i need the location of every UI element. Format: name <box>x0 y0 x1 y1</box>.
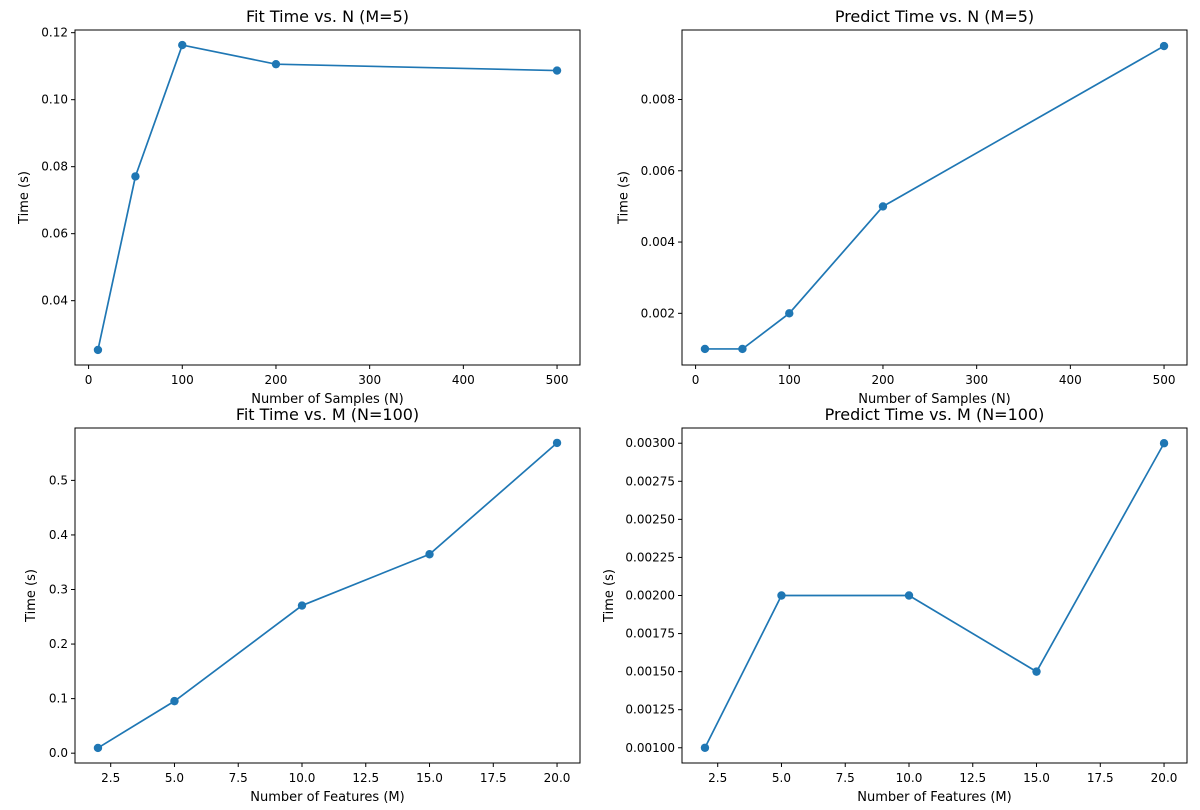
y-tick-label: 0.1 <box>49 692 68 706</box>
y-tick-label: 0.002 <box>641 306 675 320</box>
y-tick-label: 0.2 <box>49 637 68 651</box>
x-tick-label: 200 <box>872 373 895 387</box>
data-point <box>700 743 710 752</box>
x-tick-label: 10.0 <box>896 771 923 785</box>
y-tick-label: 0.3 <box>49 582 68 596</box>
y-tick-label: 0.00200 <box>625 589 675 603</box>
x-tick-label: 500 <box>1153 373 1176 387</box>
x-tick-label: 17.5 <box>1087 771 1114 785</box>
data-point <box>178 40 187 50</box>
x-tick-label: 5.0 <box>772 771 791 785</box>
data-point <box>1159 41 1169 51</box>
y-tick-label: 0.5 <box>49 473 68 487</box>
x-tick-label: 100 <box>778 373 801 387</box>
x-tick-label: 17.5 <box>480 771 507 785</box>
x-tick-label: 500 <box>546 373 569 387</box>
x-tick-label: 10.0 <box>289 771 316 785</box>
x-tick-label: 5.0 <box>165 771 184 785</box>
y-axis-label: Time (s) <box>17 171 32 225</box>
chart-title: Predict Time vs. N (M=5) <box>835 7 1034 26</box>
fit-time-vs-m-chart: Fit Time vs. M (N=100) 2.5 5.0 7.5 10.0 12.5 1… <box>24 405 581 805</box>
x-tick-label: 7.5 <box>229 771 248 785</box>
y-tick-label: 0.00225 <box>625 550 675 564</box>
x-tick-label: 2.5 <box>708 771 727 785</box>
x-axis-label: Number of Features (M) <box>250 790 404 805</box>
y-tick-label: 0.12 <box>41 26 68 40</box>
predict-time-vs-n-chart: Predict Time vs. N (M=5) 0 100 200 300 400 500… <box>617 7 1188 407</box>
y-axis-label: Time (s) <box>617 171 632 225</box>
y-tick-label: 0.10 <box>41 93 68 107</box>
x-tick-label: 0 <box>85 373 93 387</box>
data-point <box>93 345 103 355</box>
x-tick-label: 12.5 <box>352 771 379 785</box>
data-point <box>93 743 103 753</box>
y-tick-label: 0.00100 <box>625 741 675 755</box>
x-axis-label: Number of Features (M) <box>857 790 1011 805</box>
chart-title: Fit Time vs. M (N=100) <box>236 405 419 424</box>
x-tick-label: 2.5 <box>101 771 120 785</box>
data-point <box>170 696 179 706</box>
series-line <box>97 442 558 749</box>
y-axis-label: Time (s) <box>602 569 617 623</box>
y-tick-label: 0.00275 <box>625 474 675 488</box>
data-point <box>738 344 747 354</box>
y-tick-label: 0.0 <box>49 746 68 760</box>
data-point <box>552 438 562 448</box>
x-tick-label: 15.0 <box>416 771 443 785</box>
x-tick-label: 400 <box>1059 373 1082 387</box>
x-axis-label: Number of Samples (N) <box>858 392 1011 407</box>
x-tick-label: 0 <box>692 373 700 387</box>
x-tick-label: 7.5 <box>836 771 855 785</box>
y-tick-label: 0.08 <box>41 160 68 174</box>
plot-frame <box>74 427 581 764</box>
x-tick-label: 12.5 <box>959 771 986 785</box>
fit-time-vs-n-chart: Fit Time vs. N (M=5) 0 100 200 300 400 500 0.04… <box>17 7 581 407</box>
y-tick-label: 0.006 <box>641 164 675 178</box>
y-tick-label: 0.00150 <box>625 665 675 679</box>
y-tick-label: 0.00175 <box>625 627 675 641</box>
data-point <box>271 59 281 69</box>
predict-time-vs-m-chart: Predict Time vs. M (N=100) 2.5 5.0 7.5 10.0 1… <box>602 405 1188 805</box>
chart-title: Predict Time vs. M (N=100) <box>825 405 1045 424</box>
y-tick-label: 0.00300 <box>625 436 675 450</box>
data-point <box>878 202 888 211</box>
x-tick-label: 15.0 <box>1023 771 1050 785</box>
x-tick-label: 300 <box>965 373 988 387</box>
y-tick-label: 0.00125 <box>625 703 675 717</box>
data-point <box>1159 439 1169 448</box>
data-point <box>785 309 794 318</box>
plot-frame <box>681 427 1188 764</box>
x-tick-label: 300 <box>358 373 381 387</box>
y-tick-label: 0.04 <box>41 294 68 308</box>
data-point <box>1032 667 1041 676</box>
series-line <box>97 44 558 351</box>
data-point <box>297 601 307 610</box>
y-tick-label: 0.06 <box>41 227 68 241</box>
x-tick-label: 20.0 <box>544 771 571 785</box>
x-tick-label: 400 <box>452 373 475 387</box>
chart-title: Fit Time vs. N (M=5) <box>246 7 409 26</box>
data-point <box>131 172 140 181</box>
data-point <box>552 66 562 75</box>
x-tick-label: 100 <box>171 373 194 387</box>
plot-frame <box>681 29 1188 366</box>
y-axis-label: Time (s) <box>24 569 39 623</box>
y-tick-label: 0.4 <box>49 528 68 542</box>
y-tick-label: 0.00250 <box>625 512 675 526</box>
data-point <box>700 344 710 354</box>
data-point <box>425 550 434 559</box>
y-tick-label: 0.008 <box>641 92 675 106</box>
x-tick-label: 200 <box>265 373 288 387</box>
data-point <box>777 591 786 600</box>
series-line <box>704 442 1165 749</box>
x-tick-label: 20.0 <box>1151 771 1178 785</box>
x-axis-label: Number of Samples (N) <box>251 392 404 407</box>
series-line <box>704 45 1165 350</box>
data-point <box>904 591 914 600</box>
plot-frame <box>74 29 581 366</box>
y-tick-label: 0.004 <box>641 235 675 249</box>
